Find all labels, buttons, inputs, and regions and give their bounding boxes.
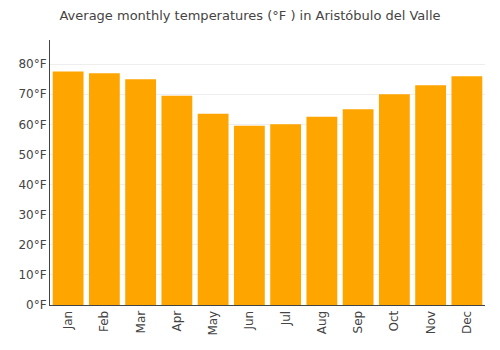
- svg-text:Dec: Dec: [460, 311, 474, 334]
- svg-text:Nov: Nov: [424, 311, 438, 334]
- svg-text:Jul: Jul: [279, 311, 293, 326]
- svg-text:80°F: 80°F: [18, 57, 46, 71]
- svg-text:60°F: 60°F: [18, 118, 46, 132]
- svg-text:Apr: Apr: [170, 311, 184, 332]
- svg-text:10°F: 10°F: [18, 268, 46, 282]
- svg-text:30°F: 30°F: [18, 208, 46, 222]
- svg-text:Jan: Jan: [61, 311, 75, 331]
- svg-text:Oct: Oct: [387, 311, 401, 332]
- svg-text:May: May: [206, 311, 220, 336]
- svg-text:50°F: 50°F: [18, 148, 46, 162]
- svg-text:Jun: Jun: [242, 311, 256, 331]
- svg-text:20°F: 20°F: [18, 238, 46, 252]
- svg-text:40°F: 40°F: [18, 178, 46, 192]
- svg-text:0°F: 0°F: [26, 298, 47, 312]
- svg-text:70°F: 70°F: [18, 87, 46, 101]
- svg-text:Average monthly temperatures (: Average monthly temperatures (°F ) in Ar…: [59, 8, 440, 23]
- svg-text:Mar: Mar: [134, 311, 148, 334]
- svg-text:Feb: Feb: [97, 311, 111, 332]
- svg-text:Sep: Sep: [351, 311, 365, 334]
- svg-text:Aug: Aug: [315, 311, 329, 334]
